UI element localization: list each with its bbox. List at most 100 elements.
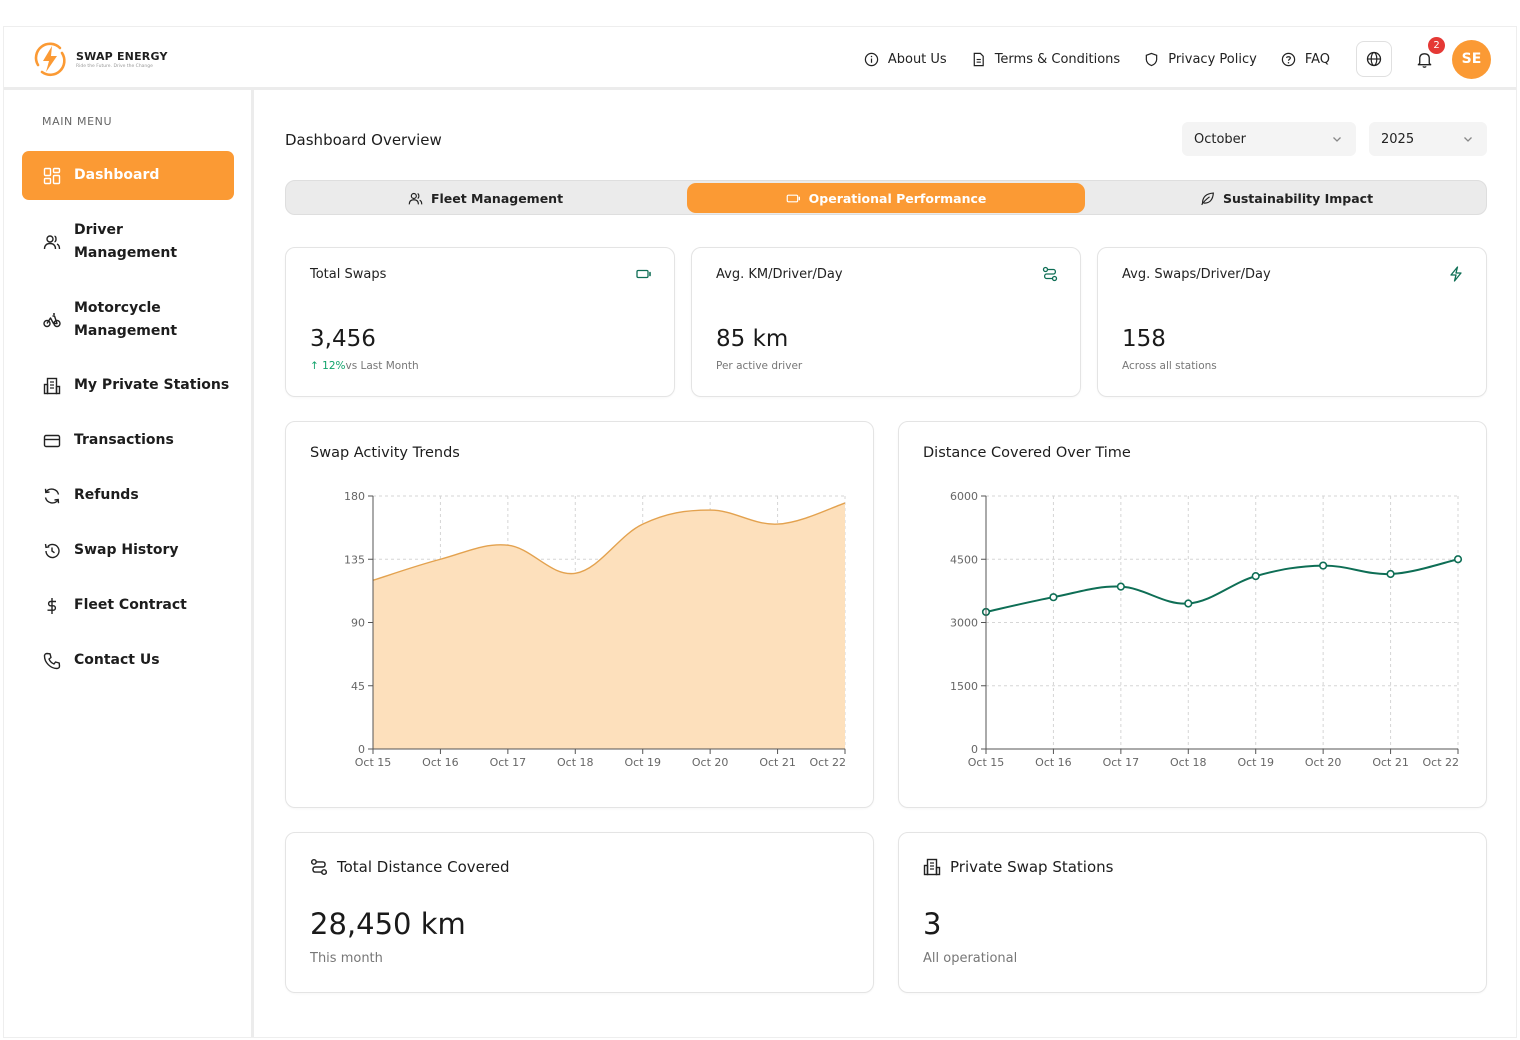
about-us-link[interactable]: About Us: [864, 52, 947, 67]
stat-trend: ↑ 12%vs Last Month: [310, 360, 419, 372]
distance-chart: 0 1500 3000 4500 6000 Oct 15 Oct 16 Oct 17 Oct 1…: [950, 490, 1463, 769]
chart-title: Swap Activity Trends: [310, 445, 460, 461]
terms-link[interactable]: Terms & Conditions: [971, 52, 1120, 67]
area-line: [372, 502, 846, 582]
x-tick-label: Oct 16: [422, 756, 459, 769]
privacy-link[interactable]: Privacy Policy: [1144, 52, 1257, 67]
top-bar: SWAP ENERGY Ride the Future. Drive the C…: [4, 27, 1516, 90]
sidebar-item-label: Transactions: [74, 432, 174, 448]
stat-card-total-swaps: Total Swaps 3,456 ↑ 12%vs Last Month: [285, 247, 675, 397]
language-button[interactable]: [1356, 41, 1392, 77]
sidebar-item-motorcycle-management[interactable]: Motorcycle Management: [22, 297, 234, 343]
summary-sub: This month: [310, 951, 383, 966]
phone-icon: [42, 651, 62, 671]
sidebar-item-private-stations[interactable]: My Private Stations: [22, 374, 234, 397]
building-icon: [923, 858, 941, 876]
month-select[interactable]: October: [1182, 122, 1356, 156]
card-icon: [42, 431, 62, 451]
x-tick-label: Oct 16: [1035, 756, 1072, 769]
shield-icon: [1145, 52, 1158, 66]
sidebar-item-label: Refunds: [74, 487, 139, 503]
x-tick-label: Oct 15: [968, 756, 1005, 769]
y-tick-label: 0: [358, 743, 365, 756]
tab-fleet-management[interactable]: Fleet Management: [288, 183, 683, 213]
x-tick-label: Oct 20: [1305, 756, 1342, 769]
x-tick-label: Oct 22: [1422, 756, 1459, 769]
users-icon: [42, 232, 62, 252]
main-content: Dashboard Overview October 2025 Fleet Ma…: [254, 90, 1516, 1037]
data-point: [1386, 569, 1395, 579]
sidebar-item-swap-history[interactable]: Swap History: [22, 539, 234, 562]
lightning-icon: [1450, 266, 1462, 282]
dashboard-tabs: Fleet Management Operational Performance…: [285, 180, 1487, 215]
sidebar-item-label: Fleet Contract: [74, 597, 187, 613]
stat-title: Avg. Swaps/Driver/Day: [1122, 267, 1271, 282]
sidebar-item-refunds[interactable]: Refunds: [22, 484, 234, 507]
series-line: [985, 558, 1459, 613]
y-tick-label: 1500: [950, 680, 978, 693]
stat-card-avg-km: Avg. KM/Driver/Day 85 km Per active driv…: [691, 247, 1081, 397]
sidebar-item-transactions[interactable]: Transactions: [22, 429, 234, 452]
document-icon: [973, 52, 984, 66]
x-tick-label: Oct 19: [1237, 756, 1274, 769]
sidebar-item-fleet-contract[interactable]: Fleet Contract: [22, 594, 234, 617]
stat-sub: Across all stations: [1122, 360, 1217, 372]
top-nav: About Us Terms & Conditions Privacy Poli…: [864, 37, 1516, 79]
summary-title: Private Swap Stations: [950, 858, 1114, 876]
sidebar-item-contact-us[interactable]: Contact Us: [22, 649, 234, 672]
x-tick-label: Oct 22: [809, 756, 846, 769]
about-us-label: About Us: [887, 51, 947, 67]
x-tick-label: Oct 19: [624, 756, 661, 769]
tab-operational-performance[interactable]: Operational Performance: [687, 183, 1085, 213]
year-select[interactable]: 2025: [1369, 122, 1487, 156]
tab-label: Sustainability Impact: [1222, 190, 1374, 206]
trend-percent: 12%: [322, 360, 346, 372]
summary-title: Total Distance Covered: [337, 858, 510, 876]
stat-sub: Per active driver: [716, 360, 803, 372]
summary-sub: All operational: [923, 951, 1018, 966]
stat-title: Avg. KM/Driver/Day: [716, 267, 843, 282]
lightning-logo-icon: [34, 42, 66, 77]
chart-card-swap-activity: Swap Activity Trends 0 45 90 135 180 Oct 15 Oc…: [285, 421, 874, 808]
year-value: 2025: [1381, 131, 1415, 147]
stat-value: 85 km: [716, 326, 789, 352]
sidebar-item-label: Dashboard: [74, 167, 160, 183]
faq-link[interactable]: FAQ: [1281, 52, 1330, 67]
sidebar-item-label: My Private Stations: [74, 377, 230, 393]
faq-label: FAQ: [1304, 51, 1330, 67]
data-point: [1049, 593, 1058, 602]
brand-tagline: Ride the Future. Drive the Change: [76, 63, 153, 69]
dollar-icon: [42, 596, 62, 616]
battery-icon: [636, 269, 651, 279]
history-icon: [42, 541, 62, 561]
leaf-icon: [1201, 191, 1214, 205]
user-avatar[interactable]: SE: [1452, 39, 1491, 79]
route-icon: [310, 858, 328, 876]
tab-sustainability-impact[interactable]: Sustainability Impact: [1089, 183, 1484, 213]
route-icon: [1042, 266, 1058, 282]
x-tick-label: Oct 18: [1170, 756, 1207, 769]
data-point: [1184, 599, 1193, 608]
notifications-button[interactable]: 2: [1412, 37, 1445, 71]
sidebar-item-label: Contact Us: [74, 652, 160, 668]
sidebar-item-label: Driver Management: [74, 222, 178, 261]
info-icon: [864, 52, 879, 66]
building-icon: [42, 376, 62, 396]
sidebar-item-label: Swap History: [74, 542, 179, 558]
y-tick-label: 0: [971, 743, 978, 756]
brand-logo[interactable]: SWAP ENERGY Ride the Future. Drive the C…: [30, 39, 168, 79]
x-tick-label: Oct 17: [1103, 756, 1140, 769]
help-icon: [1281, 52, 1296, 66]
data-point: [1453, 555, 1463, 564]
sidebar-item-dashboard[interactable]: Dashboard: [22, 151, 234, 200]
y-tick-label: 6000: [950, 490, 978, 503]
summary-card-private-stations: Private Swap Stations 3 All operational: [898, 832, 1487, 993]
y-tick-label: 4500: [950, 553, 978, 566]
stat-value: 3,456: [310, 326, 376, 352]
globe-icon: [1366, 51, 1382, 67]
trend-label: vs Last Month: [345, 360, 419, 372]
chevron-down-icon: [1464, 137, 1472, 142]
stat-card-avg-swaps: Avg. Swaps/Driver/Day 158 Across all sta…: [1097, 247, 1487, 397]
sidebar-item-driver-management[interactable]: Driver Management: [22, 219, 234, 265]
chart-card-distance: Distance Covered Over Time 0 1500 3000 4500…: [898, 421, 1487, 808]
